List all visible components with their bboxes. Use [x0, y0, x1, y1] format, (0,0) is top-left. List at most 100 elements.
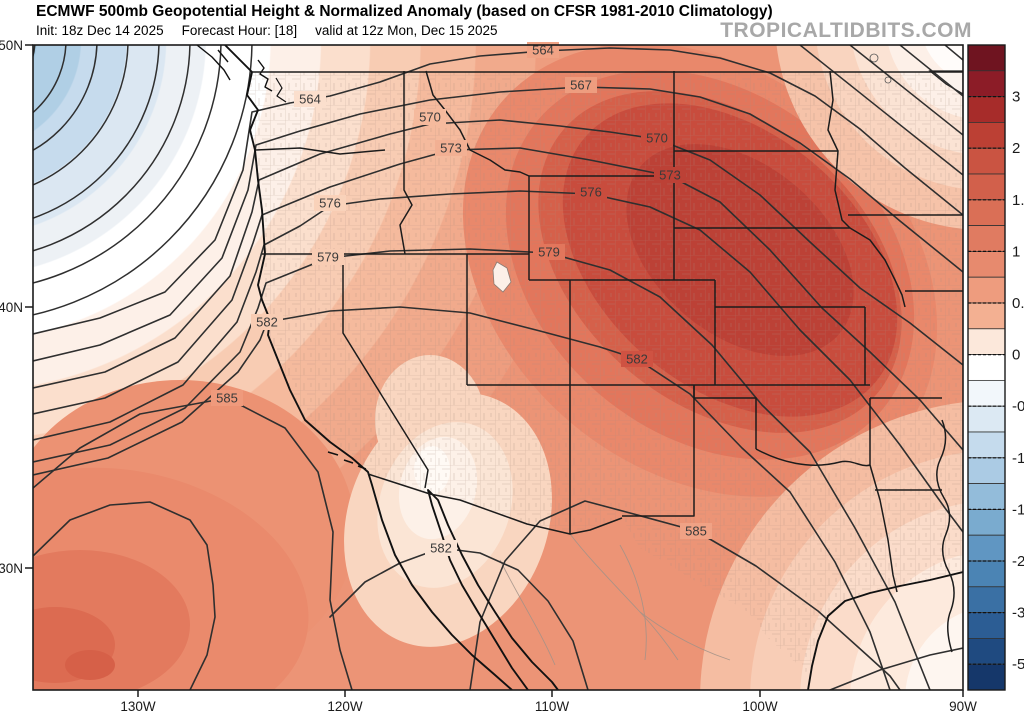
state-borders [252, 70, 963, 653]
contour-label: 570 [419, 110, 441, 125]
lon-axis-label: 130W [120, 699, 156, 714]
contour-label: 582 [256, 315, 278, 330]
great-salt-lake [492, 261, 512, 293]
contour-label-bg [425, 540, 457, 556]
contour-label-bg [314, 195, 346, 211]
contour-label: 573 [659, 168, 681, 183]
colorbar-segment [967, 70, 1006, 98]
watermark-logo: TROPICALTIDBITS.COM [720, 19, 972, 42]
colorbar-segment [967, 276, 1006, 304]
contour-582 [33, 306, 891, 690]
contour-564 [33, 47, 963, 335]
contour-label-bg [312, 249, 344, 265]
contour-567 [33, 86, 963, 362]
colorbar-tick-label: -2 [1012, 553, 1024, 570]
contour-label: 585 [685, 524, 707, 539]
contour-570 [33, 119, 963, 389]
page-title: ECMWF 500mb Geopotential Height & Normal… [36, 3, 773, 20]
forecast-hour: Forecast Hour: [18] [181, 23, 298, 38]
lat-axis-label: 30N [0, 561, 23, 576]
colorbar-segment [967, 663, 1006, 691]
lon-axis-label: 90W [949, 699, 977, 714]
contour-label-bg [575, 184, 607, 200]
colorbar-tick-label: -0.5 [1012, 398, 1024, 415]
colorbar-segment [967, 457, 1006, 484]
colorbar-tick-label: 1.5 [1012, 192, 1024, 209]
lat-axis-label: 50N [0, 38, 23, 53]
colorbar-tick-label: 0.5 [1012, 295, 1024, 312]
county-lines-texture [247, 72, 963, 672]
contour-585-east [469, 500, 901, 690]
contour-label-bg [641, 130, 673, 146]
colorbar-tick-label: 2 [1012, 140, 1020, 157]
init-time: Init: 18z Dec 14 2025 [36, 23, 164, 38]
colorbar-segment [967, 483, 1006, 510]
map-frame [32, 44, 964, 691]
contour-label-bg [680, 523, 712, 539]
contour-label-bg [654, 167, 686, 183]
colorbar-tick-label: 0 [1012, 347, 1020, 364]
axis-labels: 50N 40N 30N 130W 120W 110W 100W 90W [0, 38, 977, 714]
contour-label-bg [414, 109, 446, 125]
lon-axis-label: 120W [327, 699, 363, 714]
contour-label-bg [251, 314, 283, 330]
contour-label: 567 [570, 78, 592, 93]
colorbar-segment [967, 302, 1006, 330]
colorbar-tick-label: 3 [1012, 89, 1020, 106]
mexico-state-borders [499, 533, 731, 666]
valid-time: valid at 12z Mon, Dec 15 2025 [315, 23, 498, 38]
colorbar-segment [967, 379, 1006, 407]
contour-label: 564 [532, 43, 554, 58]
colorbar: 3 2 1.5 1 0.5 0 -0.5 -1 -1.5 -2 -3 -5 [967, 44, 1024, 691]
colorbar-segment [967, 199, 1006, 227]
colorbar-segment [967, 534, 1006, 562]
colorbar-segment [967, 96, 1006, 123]
colorbar-segment [967, 250, 1006, 278]
contour-gulf [829, 647, 963, 690]
colorbar-tick-label: -5 [1012, 656, 1024, 673]
colorbar-segment [967, 560, 1006, 588]
contour-label: 579 [317, 250, 339, 265]
contour-576 [33, 190, 963, 533]
colorbar-frame [967, 44, 1006, 691]
contour-label: 570 [646, 131, 668, 146]
lon-axis-label: 110W [535, 699, 570, 714]
colorbar-segment [967, 638, 1006, 665]
contour-582-baja [329, 547, 589, 690]
lon-axis-label: 100W [742, 699, 778, 714]
lat-axis-label: 40N [0, 300, 23, 315]
colorbar-tick-label: -1.5 [1012, 501, 1024, 518]
contour-label-bg [294, 91, 326, 107]
colorbar-segment [967, 147, 1006, 175]
contour-label: 564 [299, 92, 321, 107]
contour-label: 585 [216, 391, 238, 406]
contour-label: 576 [580, 185, 602, 200]
contour-585-west [33, 397, 353, 690]
contour-588-west [33, 501, 216, 690]
ocean-contour-arcs [33, 45, 963, 316]
colorbar-segment [967, 431, 1006, 459]
contour-label-bg [527, 42, 559, 58]
contour-label: 582 [626, 352, 648, 367]
contour-label: 579 [538, 245, 560, 260]
colorbar-tick-label: 1 [1012, 243, 1020, 260]
colorbar-segment [967, 328, 1006, 355]
colorbar-segment [967, 508, 1006, 536]
contour-573 [33, 147, 963, 451]
contour-label: 573 [440, 141, 462, 156]
contour-label-bg [211, 390, 243, 406]
contour-label-bg [533, 244, 565, 260]
contour-label-bg [621, 351, 653, 367]
contour-label: 576 [319, 196, 341, 211]
contour-label: 582 [430, 541, 452, 556]
colorbar-tick-label: -3 [1012, 605, 1024, 622]
colorbar-segment [967, 612, 1006, 639]
colorbar-segment [967, 44, 1006, 72]
contour-labels: 564 564 567 570 570 573 573 576 576 579 579 582 582 5… [211, 42, 712, 556]
colorbar-segment [967, 354, 1006, 381]
colorbar-tick-label: -1 [1012, 450, 1024, 467]
colorbar-segment [967, 173, 1006, 201]
colorbar-segment [967, 405, 1006, 433]
